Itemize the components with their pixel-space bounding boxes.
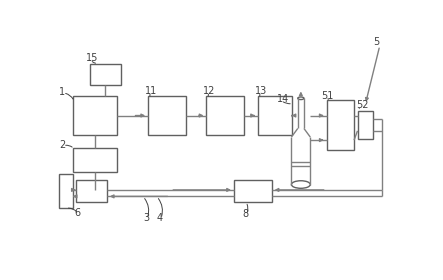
Bar	[148, 96, 186, 135]
Text: 14: 14	[277, 94, 289, 104]
Text: 8: 8	[242, 209, 249, 219]
Bar	[89, 64, 120, 85]
Bar	[73, 148, 117, 172]
Bar	[59, 174, 73, 208]
Bar	[73, 96, 117, 135]
Text: 3: 3	[143, 213, 149, 223]
Bar	[234, 180, 272, 202]
Bar	[76, 180, 107, 202]
Text: 2: 2	[59, 140, 65, 150]
Ellipse shape	[298, 97, 304, 100]
Text: 4: 4	[157, 213, 163, 223]
Bar	[358, 111, 373, 139]
Text: 5: 5	[373, 37, 379, 47]
Text: 13: 13	[254, 86, 267, 96]
Bar	[206, 96, 244, 135]
Text: 6: 6	[74, 207, 80, 218]
Text: 12: 12	[203, 86, 215, 96]
Text: 1: 1	[59, 87, 65, 97]
Text: 15: 15	[86, 53, 99, 63]
Text: 51: 51	[322, 91, 334, 101]
Ellipse shape	[291, 181, 310, 188]
Text: 11: 11	[144, 86, 157, 96]
Bar	[258, 96, 292, 135]
Bar	[326, 101, 354, 150]
Text: 52: 52	[356, 100, 368, 110]
